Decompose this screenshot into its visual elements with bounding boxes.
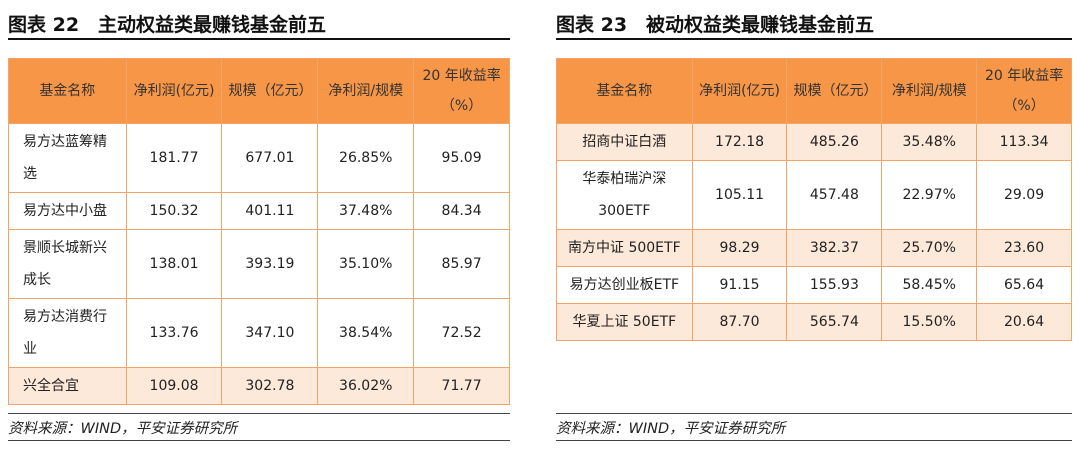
table-row: 兴全合宜 109.08 302.78 36.02% 71.77 [8,367,510,405]
net-profit-cell: 109.08 [125,367,223,405]
return-cell: 72.52 [413,298,510,368]
source-note: 资料来源：WIND，平安证券研究所 [556,421,786,437]
figure-title: 图表 22 主动权益类最赚钱基金前五 [8,14,327,36]
source-note: 资料来源：WIND，平安证券研究所 [8,421,238,437]
figure-title: 图表 23 被动权益类最赚钱基金前五 [556,14,875,36]
table-row: 华夏上证 50ETF 87.70 565.74 15.50% 20.64 [556,303,1072,341]
title-rule [8,38,510,40]
fund-name-cell: 南方中证 500ETF [556,229,693,267]
profit-ratio-cell: 15.50% [881,303,978,341]
source-rule-bottom [556,440,1072,441]
return-cell: 85.97 [413,229,510,299]
fund-name-cell: 易方达创业板ETF [556,266,693,304]
size-cell: 485.26 [786,123,883,161]
header-return: 20 年收益率（%） [976,58,1072,124]
table-row: 景顺长城新兴成长 138.01 393.19 35.10% 85.97 [8,229,510,299]
size-cell: 393.19 [221,229,319,299]
return-cell: 20.64 [976,303,1072,341]
table-row: 易方达创业板ETF 91.15 155.93 58.45% 65.64 [556,266,1072,304]
return-cell: 65.64 [976,266,1072,304]
header-row: 基金名称 净利润(亿元) 规模（亿元） 净利润/规模 20 年收益率（%） [556,58,1072,124]
profit-ratio-cell: 35.48% [881,123,978,161]
header-size: 规模（亿元） [786,58,883,124]
net-profit-cell: 98.29 [691,229,788,267]
net-profit-cell: 105.11 [691,160,788,230]
header-net-profit: 净利润(亿元) [125,58,223,124]
size-cell: 677.01 [221,123,319,193]
fund-name-cell: 易方达消费行业 [8,298,127,368]
profit-ratio-cell: 36.02% [317,367,415,405]
header-return: 20 年收益率（%） [413,58,510,124]
return-cell: 71.77 [413,367,510,405]
net-profit-cell: 172.18 [691,123,788,161]
fund-name-cell: 华夏上证 50ETF [556,303,693,341]
fund-name-cell: 景顺长城新兴成长 [8,229,127,299]
profit-ratio-cell: 35.10% [317,229,415,299]
size-cell: 302.78 [221,367,319,405]
profit-ratio-cell: 26.85% [317,123,415,193]
net-profit-cell: 150.32 [125,192,223,230]
header-profit-ratio: 净利润/规模 [881,58,978,124]
header-net-profit: 净利润(亿元) [691,58,788,124]
table-row: 招商中证白酒 172.18 485.26 35.48% 113.34 [556,123,1072,161]
table-row: 南方中证 500ETF 98.29 382.37 25.70% 23.60 [556,229,1072,267]
table-row: 易方达中小盘 150.32 401.11 37.48% 84.34 [8,192,510,230]
profit-ratio-cell: 38.54% [317,298,415,368]
fund-name-cell: 易方达蓝筹精选 [8,123,127,193]
net-profit-cell: 87.70 [691,303,788,341]
size-cell: 457.48 [786,160,883,230]
table-row: 华泰柏瑞沪深300ETF 105.11 457.48 22.97% 29.09 [556,160,1072,230]
return-cell: 113.34 [976,123,1072,161]
fund-name-cell: 易方达中小盘 [8,192,127,230]
size-cell: 347.10 [221,298,319,368]
header-profit-ratio: 净利润/规模 [317,58,415,124]
profit-ratio-cell: 25.70% [881,229,978,267]
return-cell: 84.34 [413,192,510,230]
fund-name-cell: 招商中证白酒 [556,123,693,161]
net-profit-cell: 91.15 [691,266,788,304]
fund-name-cell: 华泰柏瑞沪深300ETF [556,160,693,230]
size-cell: 565.74 [786,303,883,341]
header-row: 基金名称 净利润(亿元) 规模（亿元） 净利润/规模 20 年收益率（%） [8,58,510,124]
title-rule [556,38,1072,40]
table-row: 易方达蓝筹精选 181.77 677.01 26.85% 95.09 [8,123,510,193]
size-cell: 155.93 [786,266,883,304]
net-profit-cell: 138.01 [125,229,223,299]
profit-ratio-cell: 58.45% [881,266,978,304]
fund-name-cell: 兴全合宜 [8,367,127,405]
source-rule-bottom [8,440,510,441]
size-cell: 401.11 [221,192,319,230]
source-rule-top [556,413,1072,414]
header-fund-name: 基金名称 [556,58,693,124]
return-cell: 29.09 [976,160,1072,230]
net-profit-cell: 181.77 [125,123,223,193]
profit-ratio-cell: 37.48% [317,192,415,230]
header-fund-name: 基金名称 [8,58,127,124]
return-cell: 23.60 [976,229,1072,267]
net-profit-cell: 133.76 [125,298,223,368]
profit-ratio-cell: 22.97% [881,160,978,230]
source-rule-top [8,413,510,414]
passive-equity-table: 基金名称 净利润(亿元) 规模（亿元） 净利润/规模 20 年收益率（%） 招商… [556,58,1072,341]
header-size: 规模（亿元） [221,58,319,124]
return-cell: 95.09 [413,123,510,193]
active-equity-table: 基金名称 净利润(亿元) 规模（亿元） 净利润/规模 20 年收益率（%） 易方… [8,58,510,405]
table-row: 易方达消费行业 133.76 347.10 38.54% 72.52 [8,298,510,368]
size-cell: 382.37 [786,229,883,267]
